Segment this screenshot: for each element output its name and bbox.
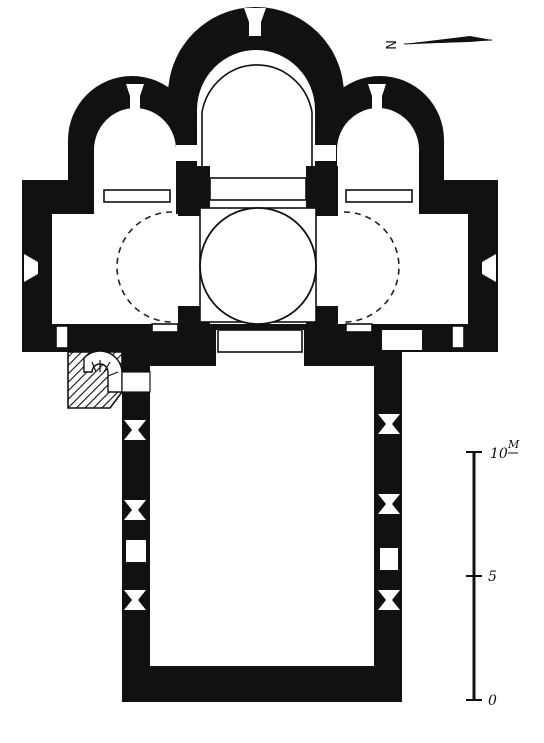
scale-label-10: 10 xyxy=(490,446,508,462)
scale-label-5: 5 xyxy=(488,569,497,585)
north-arrow: N xyxy=(382,36,493,50)
central-dome xyxy=(199,207,317,325)
transept-vault-dashes xyxy=(116,211,400,323)
crossing-piers xyxy=(152,166,366,366)
stair-turret xyxy=(67,350,151,409)
window-splays xyxy=(24,8,496,610)
bema-steps xyxy=(55,177,465,353)
scale-label-0: 0 xyxy=(488,693,497,709)
north-label: N xyxy=(382,40,397,50)
scale-bar: 10 M 5 0 xyxy=(466,438,520,709)
scale-unit: M xyxy=(507,438,520,451)
central-apse-inner-line xyxy=(201,64,313,170)
